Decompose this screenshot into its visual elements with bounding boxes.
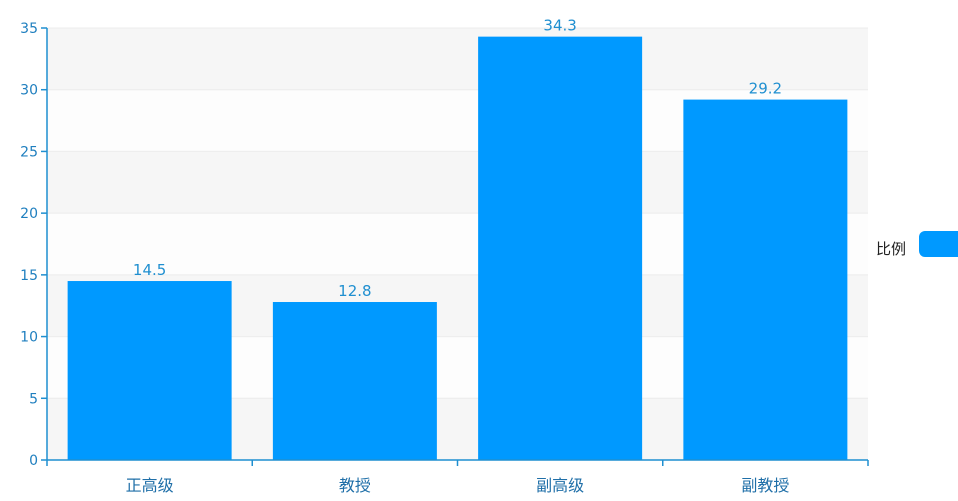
data-label: 29.2 — [749, 80, 782, 98]
x-tick-label: 副教授 — [741, 476, 789, 495]
y-tick-label: 25 — [20, 144, 38, 160]
legend[interactable]: 比例 — [876, 231, 958, 258]
bar[interactable] — [272, 302, 437, 460]
x-axis-ticks: 正高级 教授 副高级 副教授 — [46, 460, 869, 495]
legend-label: 比例 — [876, 240, 906, 258]
x-tick-label: 副高级 — [536, 476, 584, 495]
y-tick-label: 5 — [29, 391, 38, 407]
y-tick-label: 35 — [20, 21, 38, 37]
y-tick-label: 10 — [20, 330, 38, 346]
y-tick-label: 20 — [20, 206, 38, 222]
x-tick-label: 教授 — [339, 476, 371, 495]
data-label: 12.8 — [338, 282, 371, 300]
bar[interactable] — [478, 36, 643, 460]
grid-band — [47, 28, 868, 90]
y-axis-ticks: 0 5 10 15 20 25 30 35 — [20, 21, 47, 469]
y-tick-label: 15 — [20, 268, 38, 284]
y-tick-label: 30 — [20, 83, 38, 99]
y-tick-label: 0 — [29, 453, 38, 469]
data-label: 34.3 — [543, 17, 576, 35]
bar[interactable] — [67, 281, 232, 460]
bars — [67, 36, 848, 461]
x-tick-label: 正高级 — [126, 476, 174, 495]
data-labels: 14.5 12.8 34.3 29.2 — [133, 17, 782, 300]
data-label: 14.5 — [133, 261, 166, 279]
legend-swatch — [919, 231, 958, 257]
bar[interactable] — [683, 99, 848, 461]
